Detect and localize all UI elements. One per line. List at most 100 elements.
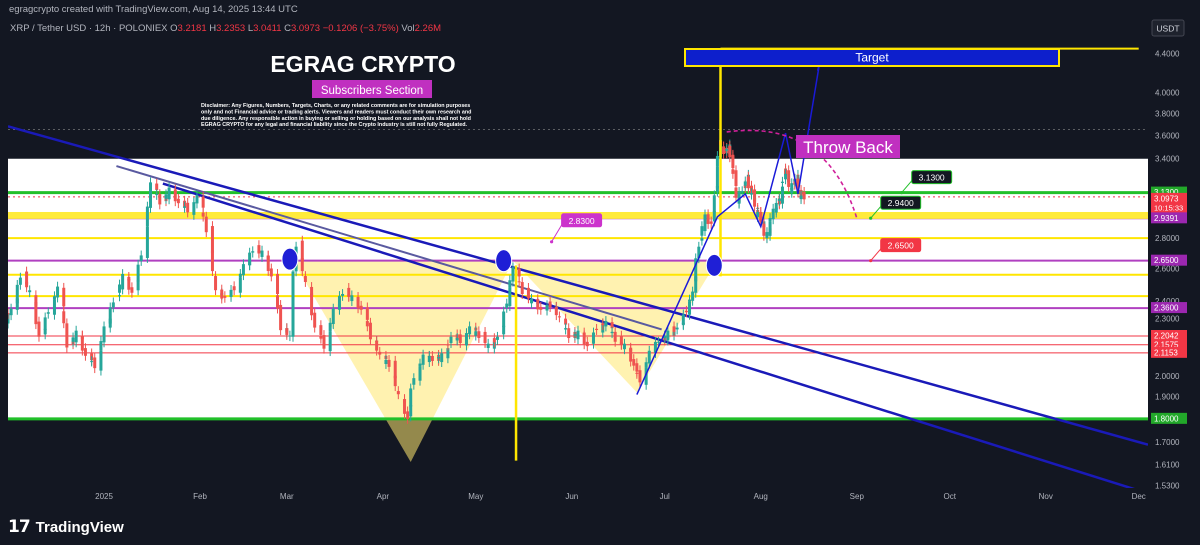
candle-body [210,226,214,254]
candle-body [322,335,326,349]
candle-body [173,189,177,202]
candle-body [666,330,670,341]
disclaimer-line: EGRAG CRYPTO for any legal and financial… [201,122,467,128]
candle-body [725,148,729,151]
candle-body [697,246,701,259]
candle-body [672,326,676,332]
candle-body [356,296,360,309]
candle-body [409,388,413,407]
candle-body [539,306,543,310]
y-tick-label: 2.0000 [1155,372,1180,381]
tradingview-logo[interactable]: 17 TradingView [8,517,124,537]
candle-body [387,359,391,367]
candle-body [201,196,205,208]
candle-body [517,281,521,283]
candle-body [384,359,388,365]
candle-body [186,202,190,213]
candle-body [430,355,434,361]
price-callout[interactable]: 2.8300 [550,213,603,244]
candle-body [477,331,481,339]
candle-body [279,304,283,331]
candle-body [731,156,735,169]
callout-anchor [550,240,554,244]
candle-body [517,268,521,277]
x-tick-label: Oct [944,492,957,501]
candle-body [722,146,726,155]
candle-body [746,176,750,189]
close-label: C [284,23,291,34]
price-badge: 2.1575 [1151,338,1187,350]
callout-box [561,213,603,228]
plot-area [8,47,1148,488]
candle-body [536,299,540,310]
callout-text: 2.8300 [569,216,595,226]
candle-body [427,355,431,363]
candle-body [80,335,84,351]
callout-anchor [869,216,873,220]
price-callout[interactable]: 2.9400 [869,195,922,220]
candle-body [691,291,695,301]
candle-body [768,221,772,236]
candle-body [756,212,760,218]
candle-body [328,331,332,352]
candle-body [176,198,180,204]
candle-body [248,252,252,266]
candle-body [582,332,586,345]
candle-body [632,359,636,366]
candle-body [18,277,22,285]
candle-body [102,326,106,343]
x-tick-label: Feb [193,492,207,501]
candle-body [437,357,441,359]
x-tick-label: Aug [754,492,768,501]
candle-body [229,289,233,297]
candle-body [734,170,738,187]
candle-body [629,347,633,362]
candle-body [688,301,692,315]
candle-body [8,313,10,324]
price-chart[interactable]: 3.1300 2.9400 2.8300 2.6500 XRP / Tether USD… [0,0,1200,509]
callout-box [880,195,922,210]
candle-body [644,367,648,385]
candle-body [455,338,459,341]
symbol-name: XRP / Tether USD · 12h · POLONIEX [10,23,170,34]
candle-body [158,194,162,205]
candle-body [784,173,788,176]
candle-body [74,330,78,343]
callout-text: 2.9400 [888,198,914,208]
disclaimer-line: Disclaimer: Any Figures, Numbers, Target… [201,103,470,109]
candle-body [675,327,679,330]
x-tick-label: Mar [280,492,294,501]
candle-body [46,312,50,314]
pivot-marker [705,253,723,277]
candle-body [604,320,608,327]
candle-body [37,321,41,337]
candle-body [728,145,732,158]
candle-body [300,240,304,261]
currency-button[interactable]: USDT [1151,19,1185,37]
y-tick-label: 2.6000 [1155,264,1180,273]
candle-body [28,290,32,293]
candle-body [313,312,317,328]
candle-body [787,178,791,187]
price-badge-bg [1151,254,1187,266]
price-badge-text: 2.3600 [1154,304,1179,313]
candle-body [266,255,270,271]
y-tick-label: 1.9000 [1155,393,1180,402]
candle-body [164,194,168,199]
price-callout[interactable]: 2.6500 [869,238,922,263]
symbol-header: XRP / Tether USD · 12h · POLONIEX O3.218… [10,23,441,34]
candle-body [799,195,803,200]
candle-body [155,183,159,190]
candle-body [403,399,407,414]
candle-body [591,332,595,343]
candle-body [595,328,599,331]
candle-body [771,208,775,220]
callout-anchor [869,259,873,263]
price-badge-bg [1151,186,1187,198]
price-callout[interactable]: 3.1300 [900,170,953,195]
candle-body [796,178,800,193]
price-badge-bg [1151,302,1187,314]
price-badge-bg [1151,412,1187,424]
candle-body [743,181,747,186]
candle-body [145,226,149,258]
